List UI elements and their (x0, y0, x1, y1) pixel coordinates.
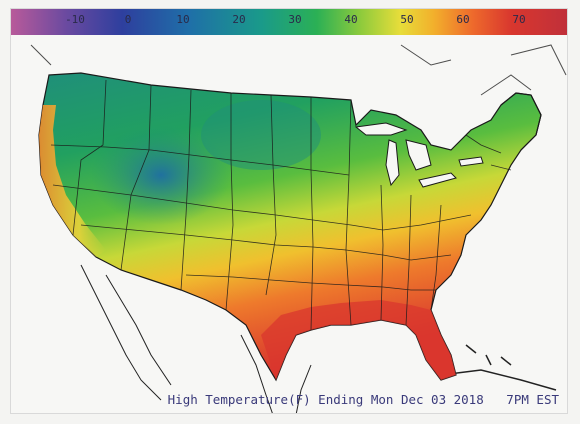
temperature-color-scale: -10 0 10 20 30 40 50 60 70 (11, 9, 567, 35)
map-caption: High Temperature(F) Ending Mon Dec 03 20… (167, 392, 559, 407)
lake-erie (418, 172, 457, 188)
pacific-coast-warm-band (39, 105, 106, 257)
scale-tick: -10 (65, 13, 85, 26)
us-temperature-map (30, 44, 567, 413)
cuba-outline (440, 369, 557, 391)
lake-superior (354, 122, 408, 136)
gulf-coast-hot-band (261, 300, 456, 380)
northern-plains-cold-region (201, 100, 321, 170)
lake-ontario (458, 156, 484, 167)
mexico-coastline (240, 334, 312, 413)
baja-coastline (80, 264, 172, 401)
weather-map-frame: -10 0 10 20 30 40 50 60 70 (10, 8, 568, 414)
scale-tick: 20 (232, 13, 246, 26)
scale-tick: 60 (456, 13, 470, 26)
bahamas-outline (465, 344, 512, 366)
rockies-cold-region (91, 125, 231, 225)
neighbor-coastline (30, 44, 567, 96)
new-england-coast (500, 92, 542, 151)
state-borders (50, 79, 512, 331)
scale-tick: 40 (344, 13, 358, 26)
scale-tick: 70 (512, 13, 526, 26)
scale-tick: 0 (124, 13, 132, 26)
lake-huron (405, 139, 432, 171)
scale-tick: 30 (288, 13, 302, 26)
lake-michigan (385, 139, 400, 187)
scale-tick: 10 (176, 13, 190, 26)
scale-tick: 50 (400, 13, 414, 26)
